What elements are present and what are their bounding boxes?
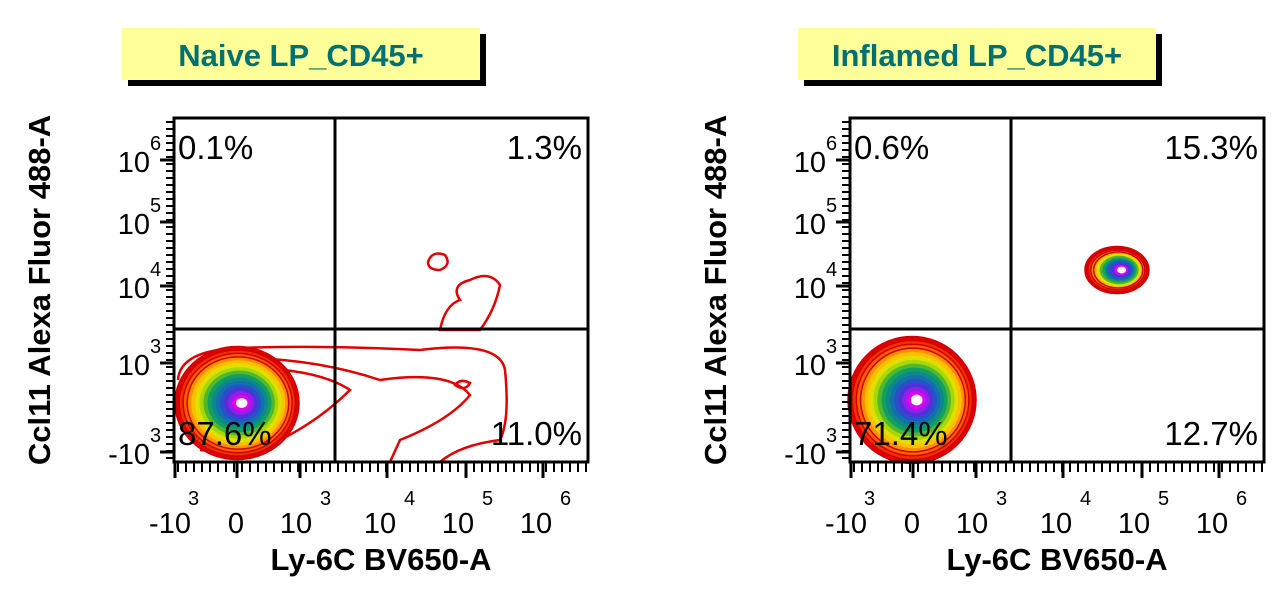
x-tick-label: 10 bbox=[364, 508, 396, 540]
title-box bbox=[798, 28, 1156, 80]
x-tick-exponent: 6 bbox=[560, 488, 571, 510]
quadrant-bottom-left: 87.6% bbox=[178, 415, 272, 452]
y-tick-label: 10 bbox=[794, 209, 826, 241]
y-tick-label: 10 bbox=[118, 350, 150, 382]
title-box bbox=[122, 28, 480, 80]
x-tick-exponent: 3 bbox=[320, 488, 331, 510]
x-tick-label: 10 bbox=[520, 508, 552, 540]
y-tick-label: -10 bbox=[784, 439, 826, 471]
x-tick-exponent: 6 bbox=[1236, 488, 1247, 510]
x-axis-label: Ly-6C BV650-A bbox=[946, 542, 1167, 577]
quadrant-bottom-right: 12.7% bbox=[1164, 415, 1258, 452]
x-tick-label: 0 bbox=[904, 508, 920, 540]
quadrant-top-right: 1.3% bbox=[507, 129, 582, 166]
contour-plot bbox=[847, 245, 1150, 465]
density-contour bbox=[910, 394, 923, 406]
x-tick-label: 10 bbox=[956, 508, 988, 540]
y-tick-exponent: 3 bbox=[826, 336, 837, 358]
x-tick-label: 0 bbox=[228, 508, 244, 540]
x-tick-label: 10 bbox=[1196, 508, 1228, 540]
x-tick-label: -10 bbox=[825, 508, 867, 540]
y-tick-label: 10 bbox=[794, 350, 826, 382]
quadrant-top-left: 0.6% bbox=[854, 129, 929, 166]
contour-plot bbox=[174, 252, 508, 463]
x-tick-exponent: 3 bbox=[996, 488, 1007, 510]
y-tick-exponent: 5 bbox=[826, 195, 837, 217]
quadrant-top-left: 0.1% bbox=[178, 129, 253, 166]
contour-line bbox=[438, 274, 502, 332]
y-tick-exponent: 6 bbox=[826, 133, 837, 155]
plot-title: Inflamed LP_CD45+ bbox=[832, 38, 1122, 73]
x-tick-exponent: 5 bbox=[1158, 488, 1169, 510]
quadrant-bottom-right: 11.0% bbox=[491, 415, 582, 452]
y-tick-label: 10 bbox=[794, 147, 826, 179]
y-axis-label: Ccl11 Alexa Fluor 488-A bbox=[22, 115, 57, 465]
y-tick-label: 10 bbox=[118, 209, 150, 241]
density-contour bbox=[235, 398, 248, 408]
x-tick-label: 10 bbox=[280, 508, 312, 540]
x-axis-label: Ly-6C BV650-A bbox=[270, 542, 491, 577]
y-tick-exponent: 4 bbox=[150, 259, 161, 281]
y-tick-exponent: 4 bbox=[826, 259, 837, 281]
x-tick-exponent: 4 bbox=[404, 488, 415, 510]
x-tick-label: 10 bbox=[442, 508, 474, 540]
y-tick-exponent: 3 bbox=[150, 425, 161, 447]
contour-line bbox=[426, 252, 449, 272]
y-tick-label: 10 bbox=[118, 147, 150, 179]
x-tick-exponent: 3 bbox=[864, 488, 875, 510]
y-tick-exponent: 3 bbox=[150, 336, 161, 358]
quadrant-bottom-left: 71.4% bbox=[854, 415, 948, 452]
x-tick-exponent: 3 bbox=[188, 488, 199, 510]
density-contour bbox=[1117, 266, 1127, 274]
y-tick-label: 10 bbox=[118, 273, 150, 305]
x-tick-label: 10 bbox=[1118, 508, 1150, 540]
y-tick-exponent: 6 bbox=[150, 133, 161, 155]
x-tick-exponent: 4 bbox=[1080, 488, 1091, 510]
plot-title: Naive LP_CD45+ bbox=[178, 38, 424, 73]
quadrant-top-right: 15.3% bbox=[1164, 129, 1258, 166]
y-tick-exponent: 3 bbox=[826, 425, 837, 447]
contour-line bbox=[453, 379, 472, 390]
y-axis-label: Ccl11 Alexa Fluor 488-A bbox=[698, 115, 733, 465]
y-tick-exponent: 5 bbox=[150, 195, 161, 217]
y-tick-label: -10 bbox=[108, 439, 150, 471]
x-tick-exponent: 5 bbox=[482, 488, 493, 510]
x-tick-label: 10 bbox=[1040, 508, 1072, 540]
y-tick-label: 10 bbox=[794, 273, 826, 305]
x-tick-label: -10 bbox=[149, 508, 191, 540]
